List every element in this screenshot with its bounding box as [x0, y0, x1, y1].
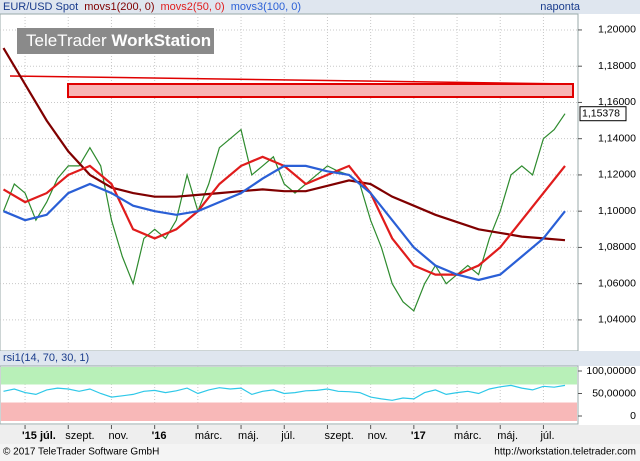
y-tick-label: 1,16000	[598, 96, 636, 108]
last-price-box	[579, 106, 627, 122]
logo-part: WorkStation	[111, 31, 211, 50]
legend-entry: movs2(50, 0)	[161, 1, 225, 13]
oversold-band	[1, 402, 577, 421]
footer-bar	[0, 444, 640, 461]
resistance-zone	[67, 83, 574, 98]
y-tick-label: 1,18000	[598, 60, 636, 72]
y-tick-label: 1,14000	[598, 132, 636, 144]
copyright: © 2017 TeleTrader Software GmbH	[3, 447, 159, 458]
x-tick-label: márc.	[195, 430, 223, 442]
y-tick-label: 1,12000	[598, 169, 636, 181]
x-tick-label: '15 júl.	[22, 430, 56, 442]
x-tick-label: szept.	[65, 430, 94, 442]
y-tick-label: 1,08000	[598, 241, 636, 253]
x-tick-label: '17	[411, 430, 426, 442]
logo-box	[17, 28, 214, 54]
y-tick-label: 100,00000	[586, 365, 636, 377]
x-tick-label: júl.	[539, 430, 554, 442]
overbought-band	[1, 367, 577, 385]
series-line	[2, 47, 566, 242]
logo-part: TeleTrader	[26, 31, 107, 50]
x-tick-label: máj.	[497, 430, 518, 442]
price-panel	[0, 13, 579, 352]
y-tick-label: 1,10000	[598, 205, 636, 217]
legend-entry: movs1(200, 0)	[84, 1, 154, 13]
legend-entry: EUR/USD Spot	[3, 1, 78, 13]
x-tick-label: márc.	[454, 430, 482, 442]
legend-entry: movs3(100, 0)	[231, 1, 301, 13]
series-line	[3, 164, 566, 282]
x-tick-label: nov.	[108, 430, 128, 442]
x-tick-label: '16	[152, 430, 167, 442]
header-bar	[0, 0, 640, 14]
x-axis-bar	[0, 425, 640, 444]
rsi-bands	[1, 367, 577, 421]
series-line	[3, 384, 566, 401]
y-tick-label: 1,20000	[598, 24, 636, 36]
rsi-header-bar	[0, 351, 640, 366]
y-tick-label: 0	[630, 410, 636, 422]
grid	[0, 14, 578, 422]
x-tick-label: szept.	[324, 430, 353, 442]
y-tick-label: 50,00000	[592, 387, 636, 399]
x-tick-label: nov.	[368, 430, 388, 442]
y-tick-label: 1,06000	[598, 277, 636, 289]
y-tick-label: 1,04000	[598, 314, 636, 326]
rsi-title: rsi1(14, 70, 30, 1)	[3, 352, 89, 364]
trend-line	[9, 75, 574, 85]
last-price-label: 1,15378	[582, 107, 620, 119]
x-tick-label: máj.	[238, 430, 259, 442]
url: http://workstation.teletrader.com	[494, 447, 636, 458]
interval: naponta	[540, 1, 581, 13]
x-tick-label: júl.	[280, 430, 295, 442]
logo: TeleTrader WorkStation	[26, 31, 211, 50]
